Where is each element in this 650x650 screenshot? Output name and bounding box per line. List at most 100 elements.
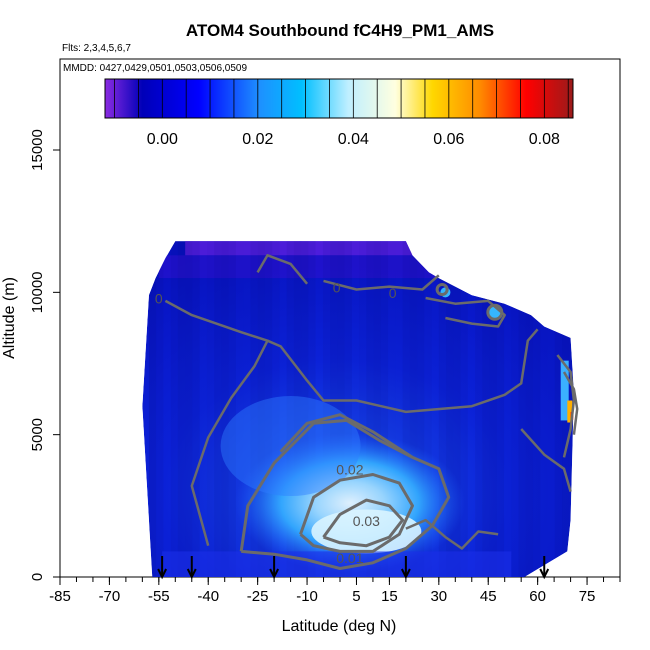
colorbar-fill [104,78,574,119]
stripe [264,241,273,578]
contour-label: 0.02 [336,462,363,478]
colorbar-tick-label: 0.04 [338,131,369,148]
stripe [525,241,534,578]
stripe [214,241,222,578]
y-tick-label: 15000 [29,129,46,171]
profile-arrow-head [400,568,411,580]
stripe [148,241,157,578]
contour-002 [299,473,414,553]
contour-label: 0 [155,291,163,307]
stripe [337,241,345,578]
hotspot [560,360,569,421]
stripe [468,241,475,577]
stripe [402,241,410,578]
x-tick-label: -10 [296,588,318,605]
stripe [373,241,381,578]
y-tick-label: 0 [29,573,46,581]
contour-001 [239,418,451,570]
profile-arrows [157,556,550,580]
contour-hotspot [435,282,449,296]
purple-band [185,241,413,256]
stripe [301,241,309,578]
contour-0 [520,428,572,492]
profile-arrow-head [157,568,168,580]
stripe [518,241,526,578]
contour-0 [267,328,539,414]
stripe [177,241,186,578]
stripe [533,241,541,578]
y-tick-label: 5000 [29,418,46,451]
y-tick-label: 10000 [29,271,46,313]
stripe [170,241,178,578]
stripe [504,241,511,577]
stripe [475,241,483,578]
contour-002 [279,413,414,459]
profile-arrow-head [539,568,550,580]
dates-subtitle: MMDD: 0427,0429,0501,0503,0506,0509 [63,63,247,74]
stripe [453,241,461,578]
stripe [322,241,331,578]
stripe [460,241,468,578]
stripe [163,241,170,577]
x-tick-label: 5 [352,588,360,605]
colorbar-tick-label: 0.06 [433,131,464,148]
colorbar-tick-label: 0.08 [529,131,560,148]
contour-edge [562,371,579,435]
stripe [496,241,505,578]
x-tick-label: 15 [381,588,398,605]
x-tick-label: 45 [480,588,497,605]
stripe [482,241,490,578]
contour-0 [323,274,440,291]
stripe [511,241,519,578]
x-tick-label: 60 [529,588,546,605]
stripe [359,241,367,578]
stripe [489,241,497,578]
contour-label: 0 [333,279,341,295]
flights-subtitle: Flts: 2,3,4,5,6,7 [62,43,131,54]
contour-0 [425,296,506,328]
colorbar-tick-label: 0.00 [147,131,178,148]
purple-band [158,255,439,279]
stripe [257,241,265,578]
contour-label: 0 [389,285,397,301]
x-tick-label: -85 [49,588,71,605]
colorbar: 0.00 0.02 0.04 0.06 0.08 [104,78,574,148]
x-tick-label: 75 [579,588,596,605]
x-tick-label: -40 [197,588,219,605]
contour-lines [164,254,579,570]
contour-hotspot [486,303,504,321]
stripe [366,241,374,578]
stripe [417,241,425,578]
contour-003 [322,498,405,548]
x-tick-label: 30 [430,588,447,605]
stripe [409,241,418,578]
contour-label: 0.01 [336,550,363,566]
contour-0 [405,518,499,550]
y-axis: 0 5000 10000 15000 [29,129,60,581]
x-axis: -85 -70 -55 -40 -25 -10 5 15 30 45 60 75 [49,577,621,605]
stripe [308,241,316,578]
hotspot [567,400,573,423]
stripe [344,241,352,578]
chart-title: ATOM4 Southbound fC4H9_PM1_AMS [186,21,494,40]
stripe [286,241,294,578]
x-tick-label: -25 [247,588,269,605]
stripe [250,241,258,578]
profile-arrow-head [186,568,197,580]
stripe [380,241,389,578]
stripe [272,241,280,578]
contour-label: 0.03 [353,513,380,529]
stripe [156,241,164,578]
x-axis-label: Latitude (deg N) [282,618,397,635]
stripe [206,241,215,578]
stripe [548,241,555,577]
stripe [192,241,200,578]
stripe [330,241,338,578]
stripe [235,241,244,578]
x-tick-label: -70 [99,588,121,605]
contour-edge [556,354,576,458]
stripe [228,241,236,578]
contour-labels: 0 0 0 0.03 0.02 0.01 [155,279,397,565]
contour-0 [256,254,309,285]
